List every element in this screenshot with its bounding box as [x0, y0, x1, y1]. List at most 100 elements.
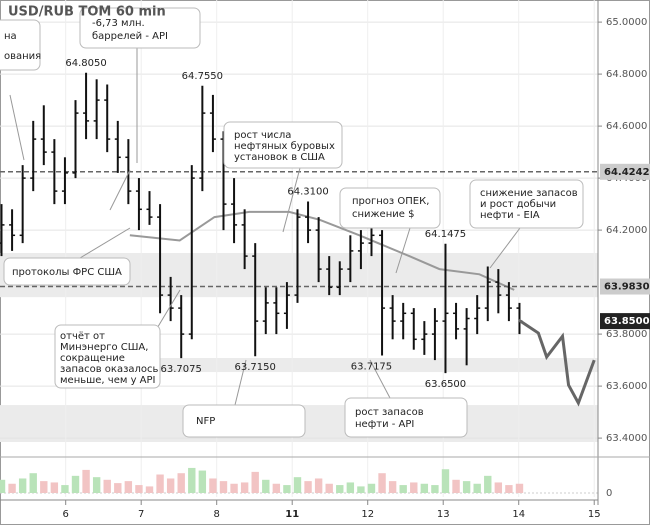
callout	[3, 257, 131, 286]
level-tag	[600, 313, 650, 330]
volume-bar	[357, 486, 365, 493]
callout-text: баррелей - API	[92, 31, 168, 42]
y-tick-label: 64.6000	[606, 121, 647, 132]
volume-bar	[177, 473, 185, 493]
callout-text: нефти - EIA	[480, 210, 540, 221]
leader	[282, 167, 301, 233]
level-tag	[600, 278, 650, 295]
y-tick-label: 65.0000	[606, 17, 647, 28]
volume-bar	[103, 479, 111, 493]
volume-bar	[283, 485, 291, 493]
volume-bar	[40, 481, 48, 493]
volume-bar	[18, 478, 27, 493]
volume-bar	[29, 473, 37, 493]
callout	[223, 121, 343, 169]
x-tick-label: 14	[512, 509, 525, 520]
volume-bar	[272, 483, 281, 493]
volume-bar	[230, 483, 238, 493]
chart-title: USD/RUB TOM 60 min	[8, 5, 166, 20]
volume-bar	[166, 478, 175, 493]
volume-bar	[515, 483, 524, 493]
callout-text: -6,73 млн.	[92, 18, 145, 29]
callout	[0, 19, 41, 71]
volume-bar	[473, 483, 481, 493]
x-tick-label: 7	[138, 509, 144, 520]
leader	[489, 227, 521, 269]
zone	[157, 358, 599, 373]
volume-bar	[262, 479, 270, 493]
volume-bar	[114, 483, 122, 493]
leader	[395, 227, 411, 274]
callout-text: нефтяных буровых	[234, 141, 335, 152]
volume-bar	[484, 475, 492, 493]
volume-bar	[71, 475, 80, 493]
callout	[54, 324, 161, 389]
callout	[182, 404, 306, 438]
x-tick-label: 13	[437, 509, 450, 520]
y-tick-label: 63.8000	[606, 329, 647, 340]
volume-bar	[505, 485, 513, 493]
callout-text: рост запасов	[355, 407, 424, 418]
callout-text: ования	[4, 51, 41, 62]
extreme-label: 64.3100	[287, 187, 328, 198]
volume-bar	[399, 485, 407, 493]
callout-text: рост числа	[234, 130, 291, 141]
level-label: 63.9830	[604, 282, 650, 293]
volume-bar	[325, 483, 333, 493]
callout-text: Минэнерго США,	[60, 342, 148, 353]
volume-bar	[209, 478, 217, 493]
callout-text: NFP	[196, 416, 215, 427]
volume-bar	[452, 479, 460, 493]
volume-bar	[50, 482, 59, 493]
callout-text: сокращение	[60, 353, 125, 364]
volume-bar	[145, 486, 154, 493]
callout-text: установок в США	[234, 152, 325, 163]
volume-bar	[388, 481, 397, 493]
volume-bar	[135, 485, 143, 493]
y-tick-label: 63.6000	[606, 381, 647, 392]
volume-bar	[346, 482, 355, 493]
volume-bar	[410, 482, 418, 493]
level-tag	[600, 163, 650, 180]
callout-text: и рост добычи	[480, 199, 556, 210]
x-tick-label: 8	[214, 509, 220, 520]
callout-text: снижение запасов	[480, 188, 578, 199]
level-label: 63.8500	[604, 316, 650, 327]
volume-bar	[188, 467, 196, 493]
volume-bar	[82, 469, 90, 493]
volume-bar	[304, 481, 312, 493]
leader	[369, 359, 391, 399]
y-tick-label: 64.8000	[606, 69, 647, 80]
volume-bar	[336, 485, 344, 493]
volume-bar	[251, 471, 259, 493]
x-tick-label: 11	[285, 509, 299, 520]
volume-bar	[431, 485, 439, 493]
callout-text: отчёт от	[60, 331, 105, 342]
callout-text: снижение $	[352, 209, 414, 220]
callout-text: нефти - API	[355, 419, 414, 430]
extreme-label: 63.7075	[161, 364, 202, 375]
volume-bar	[441, 469, 450, 493]
volume-bar	[420, 483, 429, 493]
volume-tick-label: 0	[606, 488, 612, 499]
volume-bar	[156, 474, 164, 493]
x-tick-label: 6	[63, 509, 69, 520]
volume-bar	[378, 473, 386, 493]
extreme-label: 63.7175	[351, 362, 392, 373]
leader	[9, 48, 138, 211]
callout	[339, 187, 441, 229]
volume-bar	[367, 483, 376, 493]
y-tick-label: 64.2000	[606, 225, 647, 236]
extreme-label: 63.6500	[425, 379, 466, 390]
extreme-label: 63.7150	[235, 362, 276, 373]
x-tick-label: 15	[588, 509, 601, 520]
callout	[344, 397, 468, 438]
callout-text: запасов оказалось	[60, 364, 159, 375]
volume-bar	[0, 479, 6, 493]
volume-bar	[92, 477, 101, 493]
marks-layer	[0, 72, 598, 493]
extreme-label: 64.8050	[65, 58, 106, 69]
callout	[79, 7, 201, 49]
callout-text: на	[4, 31, 17, 42]
